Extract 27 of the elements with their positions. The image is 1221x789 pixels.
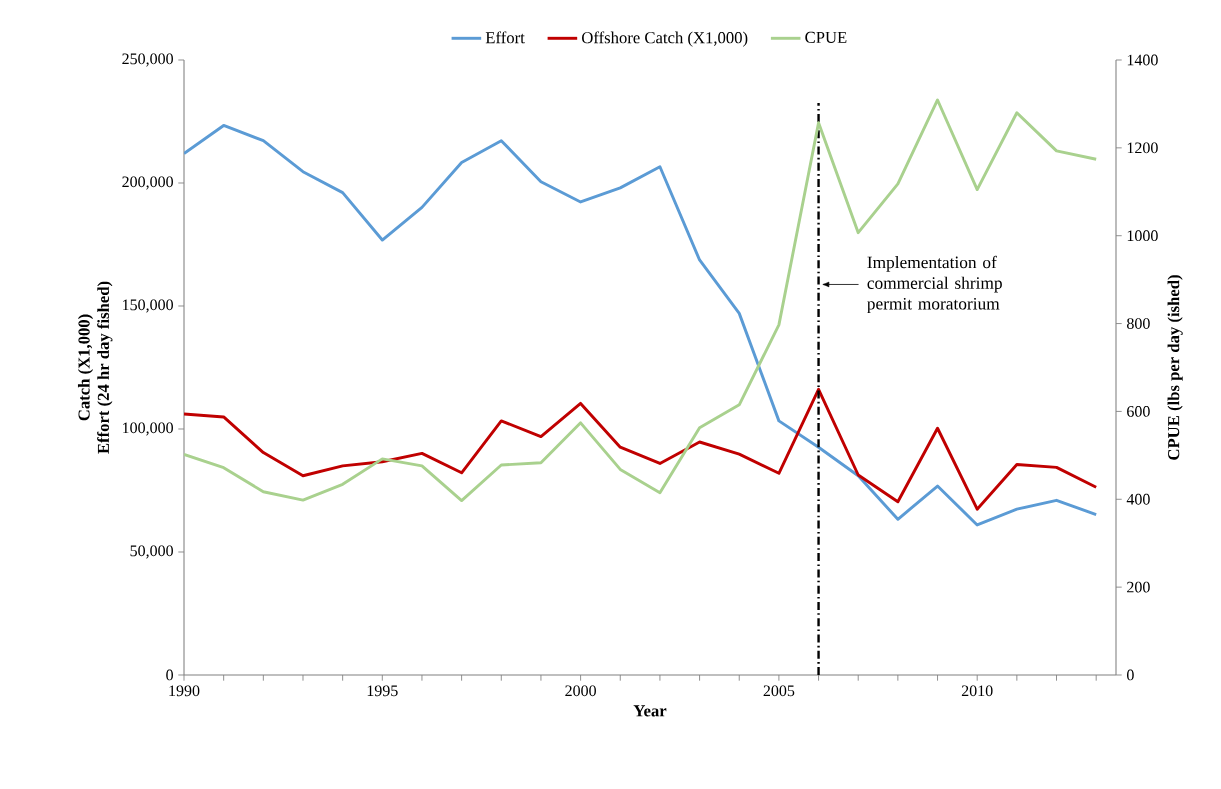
y-tick-label: 250,000: [122, 53, 173, 67]
y-tick-label: 150,000: [123, 299, 173, 313]
x-tick-label: 1990: [169, 685, 200, 697]
y-tick-label: 0: [166, 669, 173, 681]
x-axis-title: Year: [633, 705, 667, 717]
legend-label: CPUE: [805, 31, 847, 43]
x-tick-label: 2000: [565, 685, 596, 697]
y2-tick-label: 1400: [1127, 54, 1158, 66]
x-tick-label: 2005: [763, 685, 795, 697]
legend-label: Effort: [485, 31, 525, 44]
x-tick-label: 2010: [961, 685, 993, 697]
y2-tick-label: 1200: [1127, 142, 1158, 154]
y-axis-title: Catch (X1,000) Effort (24 hr day fished): [77, 281, 113, 454]
y2-tick-label: 400: [1126, 493, 1150, 505]
y-tick-label: 100,000: [123, 422, 173, 436]
y2-tick-label: 0: [1127, 669, 1134, 681]
line-series: [184, 387, 1098, 511]
y2-axis-title: CPUE (lbs per day (ished): [1167, 275, 1183, 460]
legend-label: Offshore Catch (X1,000): [582, 31, 748, 47]
x-tick-label: 1995: [367, 685, 398, 697]
y2-tick-label: 200: [1127, 581, 1150, 593]
y2-tick-label: 600: [1127, 406, 1150, 417]
y2-tick-label: 1000: [1127, 230, 1158, 242]
y-tick-label: 200,000: [122, 176, 173, 190]
y2-tick-label: 800: [1127, 318, 1150, 329]
ref-line-label: Implementation of commercial shrimp permit moratorium: [867, 255, 1002, 314]
y-tick-label: 50,000: [130, 545, 173, 559]
